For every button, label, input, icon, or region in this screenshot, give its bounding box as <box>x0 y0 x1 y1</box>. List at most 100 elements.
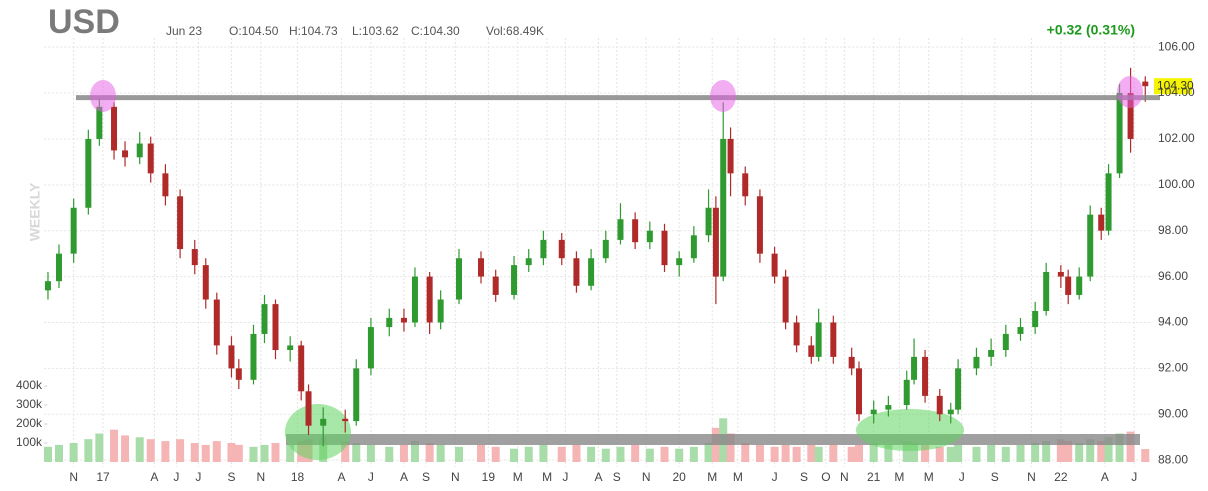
candle-body <box>96 106 103 139</box>
annotations: 104.30 <box>76 76 1194 112</box>
candle-body <box>1105 173 1112 231</box>
volume-bar <box>1064 441 1073 462</box>
candle-body <box>676 258 683 266</box>
x-tick-label: N <box>1027 470 1036 484</box>
volume-bar <box>755 444 764 462</box>
candle-body <box>386 317 393 328</box>
y-tick-label: 92.00 <box>1158 361 1188 375</box>
volume-bar <box>601 448 610 462</box>
candle-body <box>808 345 815 357</box>
volume-bar <box>807 444 816 462</box>
volume-bar <box>855 444 864 462</box>
candle-body <box>1098 214 1105 231</box>
volume-bar <box>1126 431 1135 462</box>
x-tick-label: J <box>1131 470 1137 484</box>
volume-bar <box>436 444 445 462</box>
x-tick-label: N <box>451 470 460 484</box>
volume-bar <box>902 441 911 462</box>
candle-body <box>272 304 279 350</box>
volume-bar <box>910 443 919 462</box>
candle-body <box>1057 272 1064 277</box>
candle-body <box>261 304 268 334</box>
y-tick-label: 100.00 <box>1158 177 1195 191</box>
candle-body <box>830 322 837 357</box>
candle-body <box>298 345 305 392</box>
volume-bar <box>572 444 581 462</box>
support-band <box>286 434 1140 445</box>
candle-body <box>1127 93 1134 139</box>
candle-body <box>147 143 154 174</box>
x-tick-label: 22 <box>1054 470 1068 484</box>
volume-bar <box>271 443 280 462</box>
volume-bar <box>869 443 878 462</box>
volume-bar <box>884 444 893 462</box>
y-tick-label: 102.00 <box>1158 131 1195 145</box>
volume-bar <box>510 448 519 462</box>
volume-bar <box>1042 441 1051 462</box>
candle-body <box>705 207 712 236</box>
candle-body <box>250 333 257 380</box>
candle-body <box>1076 276 1083 295</box>
candle-body <box>213 299 220 346</box>
volume-bar <box>399 444 408 462</box>
volume-bar <box>539 444 548 462</box>
x-tick-label: M <box>707 470 717 484</box>
y-tick-label: 98.00 <box>1158 223 1188 237</box>
candle-body <box>437 299 444 323</box>
volume-bar <box>121 435 130 462</box>
candle-body <box>305 391 312 426</box>
candle-body <box>617 219 624 240</box>
candle-body <box>720 138 727 277</box>
candle-body <box>353 368 360 422</box>
volume-tick-label: 400k <box>16 378 43 392</box>
volume-bar <box>847 446 856 462</box>
highlight-circle <box>90 80 116 112</box>
volume-bar <box>352 443 361 462</box>
volume-bar <box>587 446 596 462</box>
volume-bar <box>616 446 625 462</box>
y-tick-label: 90.00 <box>1158 406 1188 420</box>
candle-body <box>988 350 995 357</box>
x-tick-label: J <box>562 470 568 484</box>
volume-bar <box>1056 439 1065 462</box>
volume-bar <box>425 443 434 462</box>
x-tick-label: M <box>513 470 523 484</box>
candle-body <box>367 327 374 369</box>
y-tick-label: 104.00 <box>1158 85 1195 99</box>
volume-bar <box>946 446 955 462</box>
candle-body <box>411 276 418 323</box>
y-tick-label: 106.00 <box>1158 39 1195 53</box>
highlight-circle <box>1117 76 1143 108</box>
volume-bar <box>1097 441 1106 462</box>
volume-bar <box>675 448 684 462</box>
x-tick-label: S <box>613 470 621 484</box>
candle-body <box>756 196 763 254</box>
candle-body <box>848 356 855 369</box>
candle-body <box>478 258 485 277</box>
y-tick-label: 96.00 <box>1158 269 1188 283</box>
volume-bar <box>704 443 713 462</box>
volume-bar <box>84 439 93 462</box>
x-tick-label: J <box>368 470 374 484</box>
x-tick-label: A <box>1101 470 1109 484</box>
candle-body <box>771 253 778 277</box>
volume-bar <box>524 446 533 462</box>
x-tick-label: J <box>173 470 179 484</box>
candle-body <box>342 418 349 422</box>
ohlc-label: H:104.73 <box>289 24 338 38</box>
x-tick-label: M <box>894 470 904 484</box>
x-tick-label: J <box>772 470 778 484</box>
candle-body <box>1017 327 1024 334</box>
candle-body <box>44 281 51 291</box>
x-tick-label: S <box>227 470 235 484</box>
x-tick-label: 19 <box>482 470 496 484</box>
x-tick-label: N <box>69 470 78 484</box>
volume-bar <box>286 444 295 462</box>
y-tick-label: 88.00 <box>1158 452 1188 466</box>
candle-body <box>177 196 184 250</box>
x-tick-label: A <box>594 470 602 484</box>
volume-bar <box>227 443 236 462</box>
volume-bar <box>954 444 963 462</box>
change-label: +0.32 (0.31%) <box>1047 22 1135 38</box>
